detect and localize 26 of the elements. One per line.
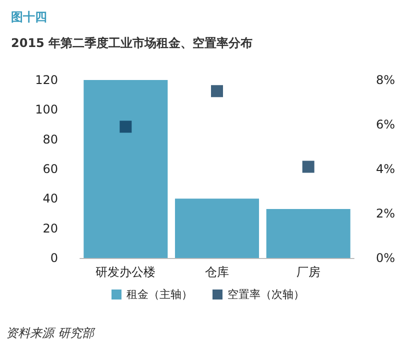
chart-title: 图十四	[11, 10, 47, 24]
y2-tick-label: 2%	[376, 206, 396, 220]
bar	[174, 198, 260, 258]
point	[120, 120, 132, 133]
y-tick-label: 80	[42, 132, 58, 146]
y-tick-label: 40	[42, 192, 58, 206]
point	[302, 160, 314, 173]
y-tick-label: 20	[42, 221, 58, 236]
text: 资料来源 研究部	[6, 326, 96, 340]
y2-tick-label: 4%	[376, 162, 396, 176]
bar	[84, 80, 168, 258]
y-tick-label: 100	[35, 102, 58, 117]
bar	[266, 209, 350, 258]
y2-tick-label: 8%	[376, 73, 396, 87]
x-tick-label: 厂房	[296, 265, 320, 279]
legend-label: 空置率（次轴）	[228, 288, 304, 301]
x-tick-label: 仓库	[205, 265, 229, 279]
y-tick-label: 0	[50, 251, 58, 265]
y2-tick-label: 6%	[376, 118, 396, 132]
x-tick-label: 研发办公楼	[96, 265, 156, 279]
chart-subtitle: 2015 年第二季度工业市场租金、空置率分布	[11, 36, 253, 50]
legend-label: 租金（主轴）	[126, 288, 192, 301]
y-tick-label: 60	[42, 162, 58, 176]
point	[211, 85, 223, 98]
y2-tick-label: 0%	[376, 251, 396, 265]
y-tick-label: 120	[35, 73, 58, 87]
